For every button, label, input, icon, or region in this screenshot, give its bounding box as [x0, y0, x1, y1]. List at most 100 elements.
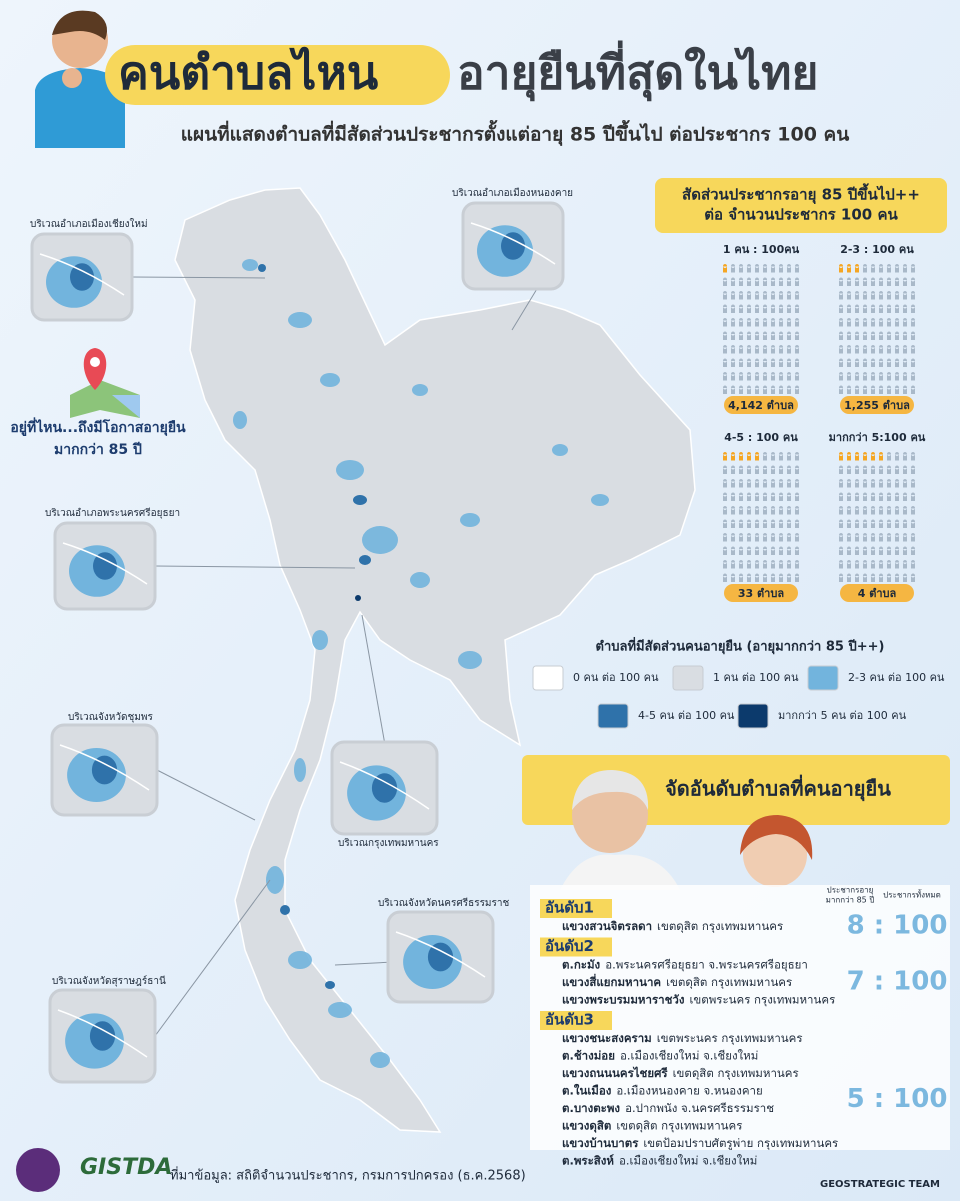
person-icon — [895, 452, 900, 461]
person-icon — [895, 331, 900, 340]
person-icon — [763, 385, 768, 394]
person-icon — [739, 533, 744, 542]
person-icon — [771, 479, 776, 488]
legend-swatch — [737, 703, 769, 729]
person-icon — [723, 331, 728, 340]
person-icon — [723, 385, 728, 394]
person-icon — [895, 358, 900, 367]
person-icon — [839, 479, 844, 488]
person-icon — [887, 304, 892, 313]
person-icon — [879, 331, 884, 340]
elderly-couple — [560, 770, 813, 890]
person-icon — [847, 533, 852, 542]
person-icon — [903, 506, 908, 515]
area: เขตพระนคร กรุงเทพมหานคร — [657, 1031, 803, 1045]
person-icon — [787, 479, 792, 488]
inset-label: บริเวณกรุงเทพมหานคร — [338, 838, 439, 849]
person-icon — [731, 506, 736, 515]
person-icon — [855, 573, 860, 582]
person-icon — [887, 372, 892, 381]
legend-label: มากกว่า 5 คน ต่อ 100 คน — [778, 709, 907, 722]
person-icon — [879, 318, 884, 327]
person-icon — [911, 318, 916, 327]
person-icon — [787, 546, 792, 555]
rank-badge — [540, 1011, 612, 1030]
person-icon — [847, 465, 852, 474]
inset-roads — [339, 761, 430, 810]
person-icon — [787, 533, 792, 542]
person-icon — [795, 331, 800, 340]
person-icon — [847, 519, 852, 528]
person-icon — [763, 304, 768, 313]
person-icon — [739, 277, 744, 286]
person-icon — [739, 519, 744, 528]
person-icon — [879, 546, 884, 555]
person-icon — [747, 506, 752, 515]
person-icon — [795, 304, 800, 313]
person-icon — [731, 318, 736, 327]
person-icon — [739, 573, 744, 582]
person-icon — [879, 519, 884, 528]
person-icon — [779, 304, 784, 313]
person-icon — [879, 492, 884, 501]
person-icon — [755, 277, 760, 286]
person-icon — [895, 560, 900, 569]
person-icon — [879, 291, 884, 300]
person-icon — [755, 560, 760, 569]
person-icon — [755, 358, 760, 367]
person-icon — [871, 291, 876, 300]
person-icon — [747, 465, 752, 474]
person-icon — [755, 372, 760, 381]
count-pill — [724, 396, 798, 414]
place: ต.พระสิงห์ — [562, 1153, 614, 1167]
person-icon — [839, 345, 844, 354]
person-icon — [855, 452, 860, 461]
person-icon — [847, 264, 852, 273]
person-icon — [895, 318, 900, 327]
person-icon — [723, 560, 728, 569]
person-icon — [911, 573, 916, 582]
person-icon — [755, 533, 760, 542]
person-icon — [771, 506, 776, 515]
person-icon — [871, 358, 876, 367]
person-icon — [771, 465, 776, 474]
person-icon — [771, 331, 776, 340]
person-icon — [731, 331, 736, 340]
person-icon — [779, 452, 784, 461]
title: อายุยืนที่สุดในไทย — [457, 41, 818, 102]
person-icon — [747, 331, 752, 340]
person-icon — [847, 304, 852, 313]
person-icon — [779, 519, 784, 528]
person-icon — [763, 533, 768, 542]
leader-line — [154, 565, 356, 569]
person-icon — [855, 385, 860, 394]
person-icon — [879, 479, 884, 488]
person-icon — [787, 358, 792, 367]
group-label: มากกว่า 5:100 คน — [829, 431, 926, 444]
rank-entry: แขวงถนนนครไชยศรี เขตดุสิต กรุงเทพมหานคร — [562, 1066, 799, 1080]
person-icon — [887, 277, 892, 286]
person-icon — [779, 264, 784, 273]
person-icon — [863, 264, 868, 273]
person-icon — [911, 506, 916, 515]
dopa-logo — [16, 1148, 60, 1192]
column-header: ประชากรอายุ — [827, 886, 874, 895]
person-icon — [739, 492, 744, 501]
person-icon — [771, 372, 776, 381]
person-icon — [795, 573, 800, 582]
person-icon — [887, 358, 892, 367]
person-icon — [755, 573, 760, 582]
inset-label: บริเวณอำเภอพระนครศรีอยุธยา — [45, 507, 180, 519]
person-icon — [723, 318, 728, 327]
person-icon — [895, 479, 900, 488]
person-icon — [763, 264, 768, 273]
person-icon — [839, 465, 844, 474]
person-icon — [779, 372, 784, 381]
person-icon — [779, 277, 784, 286]
person-icon — [739, 331, 744, 340]
count-pill — [840, 584, 914, 602]
person-icon — [855, 492, 860, 501]
thinking-man — [35, 10, 125, 148]
person-icon — [871, 546, 876, 555]
person-icon — [887, 533, 892, 542]
